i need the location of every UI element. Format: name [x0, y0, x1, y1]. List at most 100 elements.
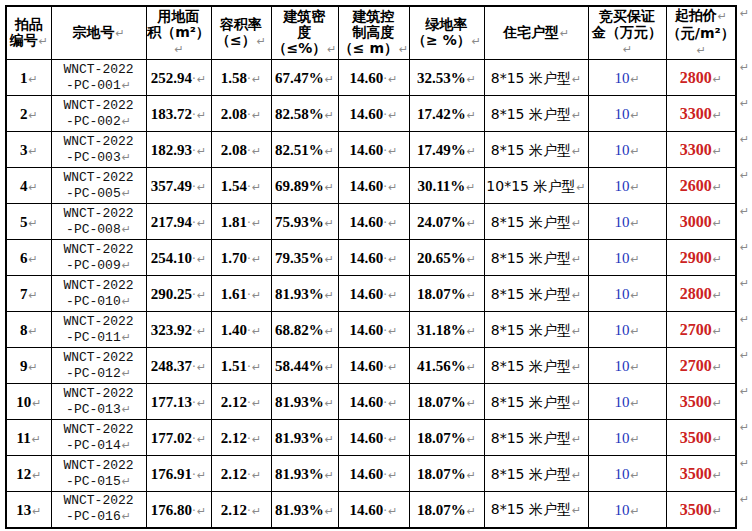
paragraph-mark: · — [192, 504, 196, 518]
cell-plot-ratio: 2.12·↵ — [211, 420, 271, 456]
end-of-row-mark: ↵ — [740, 457, 749, 470]
paragraph-mark: ↵ — [122, 151, 131, 164]
paragraph-mark: ↵ — [197, 505, 206, 518]
paragraph-mark: ↵ — [252, 505, 261, 518]
cell-green-ratio: 18.07%↵ — [409, 384, 484, 420]
cell-land-area: 217.94·↵ — [146, 204, 211, 240]
cell-height-limit: 14.60·↵ — [338, 96, 409, 132]
paragraph-mark: ↵ — [325, 505, 334, 518]
cell-lot-no: 7↵ — [6, 276, 51, 312]
cell-start-price: 2700↵ — [666, 312, 736, 348]
cell-lot-no: 10↵ — [6, 384, 51, 420]
end-of-row-mark: ↵ — [740, 7, 749, 20]
cell-parcel-code: WNCT-2022-PC-010↵ — [51, 276, 146, 312]
cell-building-density: 81.93%↵ — [271, 456, 338, 492]
cell-unit-type: 8*15 米户型↵ — [484, 384, 588, 420]
paragraph-mark: ↵ — [122, 367, 131, 380]
cell-unit-type: 8*15 米户型↵ — [484, 492, 588, 528]
cell-deposit: 10↵ — [588, 240, 666, 276]
paragraph-mark: ↵ — [257, 35, 266, 48]
cell-unit-type: 8*15 米户型↵ — [484, 240, 588, 276]
cell-plot-ratio: 1.70·↵ — [211, 240, 271, 276]
paragraph-mark: ↵ — [325, 361, 334, 374]
paragraph-mark: · — [192, 144, 196, 158]
paragraph-mark: · — [383, 180, 387, 194]
end-of-row-mark: ↵ — [740, 169, 749, 182]
cell-unit-type: 8*15 米户型↵ — [484, 96, 588, 132]
cell-deposit: 10↵ — [588, 60, 666, 96]
cell-lot-no: 12↵ — [6, 456, 51, 492]
cell-plot-ratio: 1.40·↵ — [211, 312, 271, 348]
cell-lot-no: 8↵ — [6, 312, 51, 348]
paragraph-mark: ↵ — [32, 505, 41, 518]
paragraph-mark: ↵ — [28, 109, 37, 122]
paragraph-mark: ↵ — [388, 289, 397, 302]
paragraph-mark: ↵ — [252, 217, 261, 230]
cell-deposit: 10↵ — [588, 348, 666, 384]
paragraph-mark: ↵ — [560, 27, 569, 40]
cell-parcel-code: WNCT-2022-PC-016↵ — [51, 492, 146, 528]
table-body: 1↵WNCT-2022-PC-001↵252.94·↵1.58·↵67.47%↵… — [6, 60, 736, 528]
cell-deposit: 10↵ — [588, 384, 666, 420]
paragraph-mark: ↵ — [325, 325, 334, 338]
cell-unit-type: 8*15 米户型↵ — [484, 132, 588, 168]
paragraph-mark: ↵ — [388, 217, 397, 230]
paragraph-mark: · — [247, 432, 251, 446]
paragraph-mark: ↵ — [467, 397, 476, 410]
paragraph-mark: ↵ — [467, 469, 476, 482]
cell-lot-no: 4↵ — [6, 168, 51, 204]
paragraph-mark: ↵ — [572, 325, 581, 338]
cell-start-price: 3500↵ — [666, 384, 736, 420]
end-of-row-mark: ↵ — [740, 385, 749, 398]
cell-height-limit: 14.60·↵ — [338, 348, 409, 384]
paragraph-mark: ↵ — [197, 433, 206, 446]
paragraph-mark: ↵ — [252, 109, 261, 122]
cell-plot-ratio: 2.12·↵ — [211, 492, 271, 528]
table-row: 3↵WNCT-2022-PC-003↵182.93·↵2.08·↵82.51%↵… — [6, 132, 736, 168]
paragraph-mark: ↵ — [197, 253, 206, 266]
cell-deposit: 10↵ — [588, 96, 666, 132]
cell-lot-no: 3↵ — [6, 132, 51, 168]
paragraph-mark: · — [192, 108, 196, 122]
cell-deposit: 10↵ — [588, 168, 666, 204]
cell-deposit: 10↵ — [588, 312, 666, 348]
paragraph-mark: ↵ — [252, 289, 261, 302]
end-of-row-mark: ↵ — [740, 421, 749, 434]
paragraph-mark: ↵ — [252, 145, 261, 158]
cell-parcel-code: WNCT-2022-PC-013↵ — [51, 384, 146, 420]
paragraph-mark: ↵ — [467, 505, 476, 518]
cell-deposit: 10↵ — [588, 456, 666, 492]
table-row: 10↵WNCT-2022-PC-013↵177.13·↵2.12·↵81.93%… — [6, 384, 736, 420]
paragraph-mark: ↵ — [197, 397, 206, 410]
cell-plot-ratio: 1.58·↵ — [211, 60, 271, 96]
cell-start-price: 2700↵ — [666, 348, 736, 384]
header-deposit: 竞买保证金（万元）↵ — [588, 6, 666, 60]
cell-height-limit: 14.60·↵ — [338, 312, 409, 348]
cell-plot-ratio: 1.81·↵ — [211, 204, 271, 240]
paragraph-mark: ↵ — [325, 433, 334, 446]
cell-plot-ratio: 2.12·↵ — [211, 456, 271, 492]
paragraph-mark: · — [192, 324, 196, 338]
paragraph-mark: ↵ — [713, 73, 722, 86]
paragraph-mark: ↵ — [39, 35, 48, 48]
cell-unit-type: 8*15 米户型↵ — [484, 204, 588, 240]
paragraph-mark: ↵ — [325, 109, 334, 122]
paragraph-mark: ↵ — [630, 289, 639, 302]
paragraph-mark: ↵ — [572, 433, 581, 446]
cell-building-density: 81.93%↵ — [271, 420, 338, 456]
paragraph-mark: ↵ — [467, 73, 476, 86]
paragraph-mark: ↵ — [197, 289, 206, 302]
paragraph-mark: ↵ — [197, 145, 206, 158]
paragraph-mark: · — [383, 468, 387, 482]
cell-height-limit: 14.60·↵ — [338, 276, 409, 312]
paragraph-mark: · — [383, 504, 387, 518]
paragraph-mark: · — [247, 360, 251, 374]
paragraph-mark: ↵ — [388, 73, 397, 86]
cell-lot-no: 1↵ — [6, 60, 51, 96]
paragraph-mark: ↵ — [388, 325, 397, 338]
paragraph-mark: ↵ — [623, 43, 632, 56]
paragraph-mark: ↵ — [630, 361, 639, 374]
paragraph-mark: ↵ — [388, 145, 397, 158]
cell-building-density: 79.35%↵ — [271, 240, 338, 276]
paragraph-mark: ↵ — [325, 145, 334, 158]
